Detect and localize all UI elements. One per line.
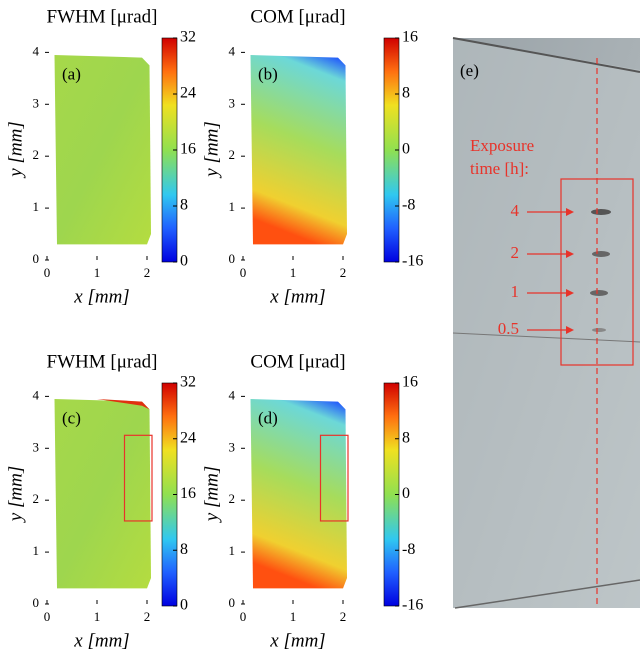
exposure-label: 0.5	[498, 319, 519, 338]
x-tick-label: 1	[290, 609, 297, 624]
colorbar-tick-label: 16	[402, 374, 418, 391]
y-axis-label: y [mm]	[5, 466, 26, 523]
x-tick-label: 2	[340, 609, 347, 624]
colorbar-tick-label: 24	[180, 429, 196, 446]
y-tick-label: 4	[33, 43, 40, 58]
panel-label: (b)	[258, 65, 278, 84]
exposure-label: 2	[511, 243, 520, 262]
x-axis-label: x [mm]	[73, 286, 129, 307]
edge	[454, 579, 640, 609]
x-tick-label: 0	[240, 609, 247, 624]
sample-map	[54, 398, 151, 589]
arrowhead	[566, 326, 574, 334]
x-tick-label: 0	[44, 265, 51, 280]
colorbar-tick-label: 32	[180, 29, 196, 46]
colorbar-tick-label: 24	[180, 85, 196, 102]
y-tick-label: 2	[229, 491, 236, 506]
crystal	[453, 38, 640, 608]
colorbar-tick-label: 0	[180, 597, 188, 614]
colorbar-tick-label: 8	[402, 429, 410, 446]
panel-label: (e)	[460, 61, 479, 80]
y-tick-label: 2	[229, 147, 236, 162]
y-axis-label: y [mm]	[201, 121, 222, 178]
exposure-label: 1	[511, 282, 520, 301]
spot	[590, 290, 608, 296]
y-tick-label: 1	[229, 199, 236, 214]
sample-map	[54, 54, 151, 245]
x-axis-label: x [mm]	[269, 630, 325, 651]
colorbar-tick-label: -8	[402, 197, 415, 214]
colorbar-tick-label: 8	[402, 85, 410, 102]
y-tick-label: 3	[229, 95, 236, 110]
caption: time [h]:	[470, 159, 529, 178]
x-tick-label: 1	[290, 265, 297, 280]
x-tick-label: 0	[240, 265, 247, 280]
panel-title: FWHM [μrad]	[47, 351, 158, 372]
colorbar-tick-label: -8	[402, 541, 415, 558]
colorbar-tick-label: -16	[402, 253, 423, 270]
x-tick-label: 0	[44, 609, 51, 624]
y-tick-label: 0	[33, 595, 40, 610]
panel-label: (d)	[258, 409, 278, 428]
y-tick-label: 1	[33, 199, 40, 214]
colorbar-tick-label: 0	[402, 485, 410, 502]
colorbar-tick-label: 8	[180, 541, 188, 558]
caption: Exposure	[470, 136, 534, 155]
panel-label: (c)	[62, 409, 81, 428]
edge	[452, 37, 640, 73]
highlight-box	[560, 178, 634, 366]
x-tick-label: 1	[94, 265, 101, 280]
y-tick-label: 0	[229, 595, 236, 610]
y-tick-label: 1	[229, 543, 236, 558]
colorbar-tick-label: 0	[180, 253, 188, 270]
y-tick-label: 0	[33, 251, 40, 266]
spot	[592, 251, 610, 257]
colorbar-tick-label: -16	[402, 597, 423, 614]
colorbar-tick-label: 16	[180, 141, 196, 158]
arrowhead	[566, 208, 574, 216]
x-tick-label: 2	[144, 609, 151, 624]
y-tick-label: 1	[33, 543, 40, 558]
panel-label: (a)	[62, 65, 81, 84]
colorbar-tick-label: 0	[402, 141, 410, 158]
y-tick-label: 3	[33, 95, 40, 110]
panel-title: FWHM [μrad]	[47, 6, 158, 27]
y-tick-label: 4	[229, 43, 236, 58]
colorbar-tick-label: 32	[180, 374, 196, 391]
y-tick-label: 4	[33, 387, 40, 402]
y-axis-label: y [mm]	[5, 121, 26, 178]
y-axis-label: y [mm]	[201, 466, 222, 523]
arrowhead	[566, 289, 574, 297]
x-tick-label: 2	[340, 265, 347, 280]
x-axis-label: x [mm]	[73, 630, 129, 651]
x-tick-label: 1	[94, 609, 101, 624]
sample-map	[250, 398, 347, 589]
y-tick-label: 3	[229, 439, 236, 454]
spot	[592, 328, 606, 332]
highlight-box	[319, 434, 349, 522]
colorbar-tick-label: 16	[402, 29, 418, 46]
sample-map	[250, 54, 347, 245]
edge-band	[97, 398, 150, 410]
colorbar-tick-label: 16	[180, 485, 196, 502]
x-axis-label: x [mm]	[269, 286, 325, 307]
y-tick-label: 3	[33, 439, 40, 454]
edge	[452, 332, 640, 343]
arrowhead	[566, 250, 574, 258]
x-tick-label: 2	[144, 265, 151, 280]
y-tick-label: 4	[229, 387, 236, 402]
y-tick-label: 0	[229, 251, 236, 266]
spot	[591, 209, 611, 215]
highlight-box	[123, 434, 153, 522]
panel-title: COM [μrad]	[250, 6, 345, 27]
y-tick-label: 2	[33, 147, 40, 162]
colorbar-tick-label: 8	[180, 197, 188, 214]
y-tick-label: 2	[33, 491, 40, 506]
exposure-label: 4	[511, 201, 520, 220]
photo-panel: (e) Exposure time [h]:	[452, 37, 640, 609]
panel-title: COM [μrad]	[250, 351, 345, 372]
